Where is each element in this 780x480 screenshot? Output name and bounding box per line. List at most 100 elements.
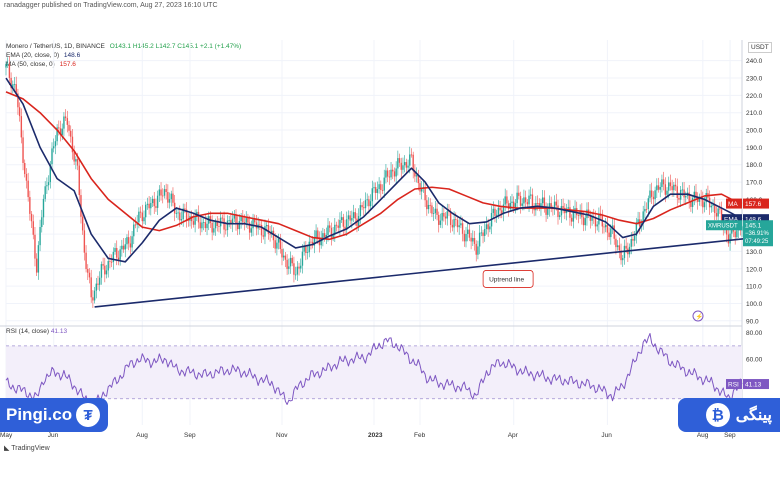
candle-body[interactable] [133,224,135,237]
candle-body[interactable] [526,202,529,205]
candle-body[interactable] [301,251,304,266]
candle-body[interactable] [327,225,329,235]
candle-body[interactable] [206,223,208,229]
candle-body[interactable] [482,232,484,236]
candle-body[interactable] [259,224,261,226]
candle-body[interactable] [59,128,62,135]
candle-body[interactable] [20,116,23,138]
candle-body[interactable] [291,257,293,264]
candle-body[interactable] [340,217,343,221]
candle-body[interactable] [524,197,527,203]
candle-body[interactable] [39,227,41,246]
candle-body[interactable] [630,239,632,247]
candle-body[interactable] [695,191,697,199]
candle-body[interactable] [685,195,687,198]
candle-body[interactable] [616,245,619,248]
candle-body[interactable] [197,211,200,223]
candle-body[interactable] [204,222,207,229]
candle-body[interactable] [29,197,31,214]
candle-body[interactable] [201,222,203,229]
candle-body[interactable] [335,224,338,226]
candle-body[interactable] [570,217,573,222]
candle-body[interactable] [175,212,178,214]
candle-body[interactable] [376,189,379,193]
candle-body[interactable] [289,257,292,267]
candle-body[interactable] [124,244,126,250]
candle-body[interactable] [68,124,70,131]
candle-body[interactable] [90,277,92,298]
candle-body[interactable] [170,193,172,200]
candle-body[interactable] [139,211,142,213]
candle-body[interactable] [185,209,188,221]
candle-body[interactable] [727,234,730,244]
candle-body[interactable] [530,194,532,196]
candle-body[interactable] [453,219,455,228]
candle-body[interactable] [659,186,661,190]
candle-body[interactable] [478,232,481,247]
candle-body[interactable] [697,198,699,202]
candle-body[interactable] [110,261,113,263]
candle-body[interactable] [160,189,162,196]
candle-body[interactable] [78,165,80,196]
candle-body[interactable] [383,177,385,191]
candle-body[interactable] [306,252,309,254]
candle-body[interactable] [477,246,479,255]
ema20-line[interactable] [5,77,743,263]
candle-body[interactable] [233,214,235,219]
candle-body[interactable] [381,189,384,191]
candle-body[interactable] [521,203,523,206]
candle-body[interactable] [156,195,159,208]
candle-body[interactable] [487,224,489,230]
tradingview-logo[interactable]: ◣ TradingView [4,444,50,452]
candle-body[interactable] [480,232,483,234]
candle-body[interactable] [277,238,280,243]
candle-body[interactable] [666,190,668,195]
candle-body[interactable] [647,198,649,209]
candle-body[interactable] [467,229,469,234]
candle-body[interactable] [114,248,116,252]
candle-body[interactable] [519,195,522,206]
candle-body[interactable] [497,207,500,215]
candle-body[interactable] [455,219,457,220]
candle-body[interactable] [218,225,220,227]
candle-body[interactable] [8,63,11,78]
candle-body[interactable] [674,184,677,187]
candle-body[interactable] [540,203,542,209]
uptrend-line[interactable] [94,236,756,308]
candle-body[interactable] [518,192,520,196]
candle-body[interactable] [398,158,401,163]
candle-body[interactable] [712,204,714,206]
candle-body[interactable] [121,245,123,250]
candle-body[interactable] [354,212,356,219]
candle-body[interactable] [676,186,678,198]
candle-body[interactable] [88,272,91,278]
candle-body[interactable] [608,232,610,238]
candle-body[interactable] [213,228,215,233]
candle-body[interactable] [693,191,695,199]
candle-body[interactable] [330,227,333,238]
candle-body[interactable] [127,237,130,244]
candle-body[interactable] [642,211,644,224]
candle-body[interactable] [252,218,254,229]
candle-body[interactable] [322,233,324,239]
candle-body[interactable] [231,218,234,225]
candle-body[interactable] [691,198,694,207]
candle-body[interactable] [216,221,218,226]
candle-body[interactable] [443,212,445,217]
candle-body[interactable] [572,211,575,222]
candle-body[interactable] [402,165,404,170]
candle-body[interactable] [177,212,179,214]
candle-body[interactable] [153,198,155,207]
candle-body[interactable] [202,222,205,223]
candle-body[interactable] [230,220,232,225]
rsi-legend[interactable]: RSI (14, close) 41.13 [6,328,68,335]
candle-body[interactable] [392,169,394,172]
candle-body[interactable] [403,162,406,166]
candle-body[interactable] [288,266,290,269]
candle-body[interactable] [380,184,382,190]
candle-body[interactable] [576,208,578,216]
candle-body[interactable] [449,212,452,225]
candle-body[interactable] [17,93,19,108]
candle-body[interactable] [10,77,12,89]
candle-body[interactable] [320,238,322,246]
